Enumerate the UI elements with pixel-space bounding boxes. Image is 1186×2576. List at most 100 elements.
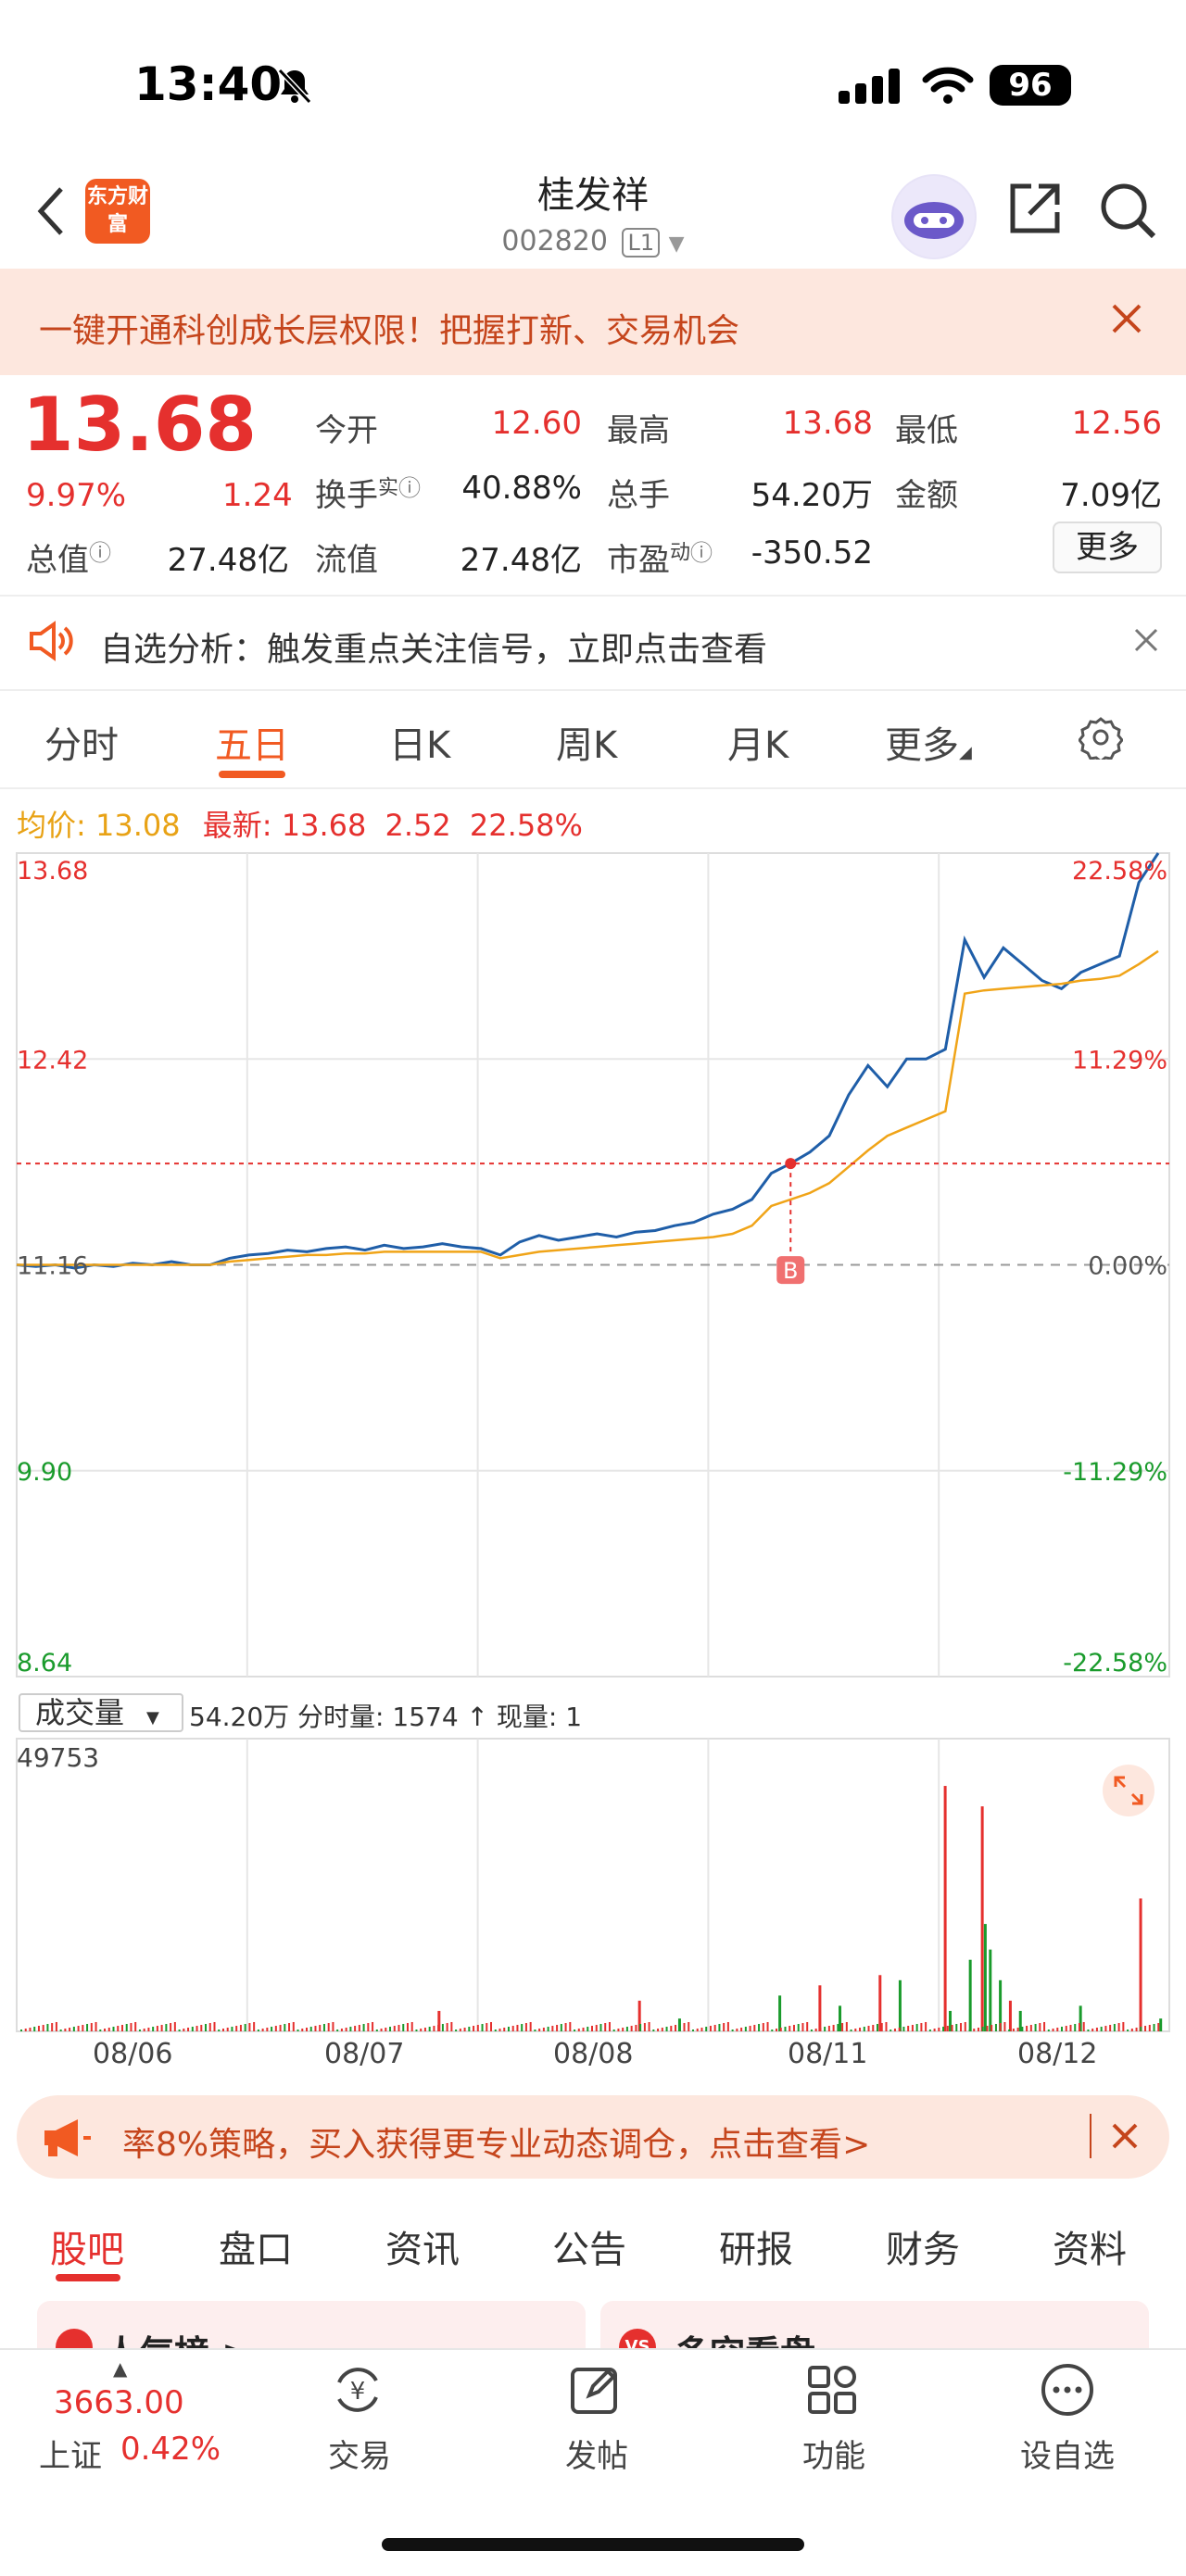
strategy-ad-banner[interactable]	[17, 2095, 1169, 2179]
strategy-ad-text[interactable]: 率8%策略，买入获得更专业动态调仓，点击查看>	[122, 2126, 871, 2164]
index-change[interactable]: 0.42%	[120, 2431, 221, 2468]
volume-bar	[1140, 2027, 1142, 2031]
volume-bar	[200, 2025, 203, 2031]
trade-icon[interactable]: ¥	[328, 2360, 387, 2423]
volume-bar	[221, 2029, 224, 2031]
close-icon[interactable]	[1110, 302, 1143, 339]
volume-bar	[120, 2025, 123, 2031]
turnover-label: 换手实ⓘ	[315, 475, 422, 514]
functions-icon[interactable]	[802, 2360, 862, 2423]
index-value[interactable]: 3663.00	[54, 2384, 184, 2421]
volume-bar	[797, 2024, 800, 2031]
tab-monthly-k[interactable]: 月K	[727, 724, 789, 767]
volume-bar	[723, 2023, 725, 2031]
tab-profile[interactable]: 资料	[1053, 2229, 1127, 2271]
signal-marker	[776, 1256, 805, 1285]
info-icon[interactable]: ⓘ	[398, 475, 422, 501]
tab-weekly-k[interactable]: 周K	[556, 724, 618, 767]
volume-bar	[51, 2023, 54, 2031]
price-chart[interactable]: B 13.68 12.42 11.16 9.90 8.64 22.58% 11.29% 0.0…	[0, 848, 1186, 1690]
post-icon[interactable]	[565, 2360, 625, 2423]
volume-bar	[59, 2029, 62, 2031]
volume-bar	[261, 2029, 264, 2031]
volume-bar	[130, 2023, 132, 2031]
tab-daily-k[interactable]: 日K	[389, 724, 451, 767]
volume-chart[interactable]: 49753	[0, 1737, 1186, 2033]
tab-more[interactable]: 更多◢	[885, 724, 972, 767]
settings-gear-icon[interactable]	[1078, 715, 1124, 763]
volume-bar	[1034, 2024, 1037, 2031]
stock-name: 桂发祥	[537, 174, 649, 217]
expand-icon[interactable]	[1103, 1765, 1154, 1816]
y-tick-left: 12.42	[17, 1046, 88, 1074]
volume-bar	[955, 2024, 958, 2031]
volume-bar	[213, 2022, 216, 2031]
volume-bar	[989, 1949, 992, 2031]
volume-bar	[678, 2024, 681, 2031]
volume-bar	[349, 2027, 352, 2031]
volume-bar	[968, 1959, 972, 2031]
total-value: 27.48亿	[167, 542, 289, 579]
close-icon[interactable]	[1110, 2121, 1140, 2155]
nav-trade[interactable]: 交易	[328, 2438, 391, 2475]
volume-bar	[928, 2029, 931, 2031]
divider	[1090, 2114, 1091, 2158]
promo-banner[interactable]	[0, 269, 1186, 375]
volume-bar	[946, 2026, 949, 2031]
volume-bar	[1021, 2027, 1024, 2031]
volume-bar	[529, 2022, 532, 2031]
promo-banner-text[interactable]: 一键开通科创成长层权限！把握打新、交易机会	[39, 312, 740, 350]
volume-bar	[907, 2026, 910, 2031]
add-watchlist-icon[interactable]	[1038, 2360, 1097, 2423]
tab-news[interactable]: 资讯	[385, 2229, 460, 2271]
volume-bar	[1100, 2027, 1103, 2031]
volume-bar	[612, 2029, 615, 2031]
volume-bar	[173, 2022, 176, 2031]
volume-bar	[784, 2027, 787, 2031]
tab-guba[interactable]: 股吧	[50, 2229, 124, 2271]
tab-intraday[interactable]: 分时	[44, 724, 119, 767]
tab-research[interactable]: 研报	[719, 2229, 793, 2271]
volume-bar	[999, 1979, 1003, 2031]
nav-functions[interactable]: 功能	[802, 2438, 865, 2475]
stock-code-row[interactable]: 002820 L1 ▼	[0, 225, 1186, 258]
info-icon[interactable]: ⓘ	[89, 540, 111, 566]
volume-indicator-select[interactable]: 成交量 ▼	[19, 1693, 183, 1732]
volume-bar	[1113, 2024, 1116, 2031]
volume-bar	[688, 2022, 690, 2031]
nav-post[interactable]: 发帖	[565, 2438, 628, 2475]
volume-bar	[827, 2026, 830, 2031]
volume-bar	[863, 2027, 865, 2031]
volume-bar	[437, 2025, 440, 2031]
back-icon[interactable]	[35, 185, 67, 241]
volume-bar	[507, 2027, 510, 2031]
volume-bar	[385, 2028, 387, 2031]
volume-bar	[476, 2025, 479, 2031]
tab-financials[interactable]: 财务	[886, 2229, 960, 2271]
volume-bar	[494, 2029, 497, 2031]
index-name[interactable]: 上证	[39, 2438, 102, 2475]
volume-bar	[675, 2025, 677, 2031]
volume-bar	[322, 2024, 325, 2031]
volume-bar	[64, 2029, 67, 2031]
volume-bar	[731, 2029, 734, 2031]
search-icon[interactable]	[1098, 181, 1157, 244]
volume-bar	[776, 2029, 778, 2031]
volume-bar	[271, 2027, 273, 2031]
y-tick-right: -11.29%	[1063, 1458, 1167, 1487]
volume-bar	[1139, 1898, 1142, 2031]
assistant-avatar-icon[interactable]	[891, 174, 977, 259]
volume-bar	[758, 2024, 761, 2031]
tab-pankou[interactable]: 盘口	[219, 2229, 293, 2271]
volume-bar	[1039, 2023, 1041, 2031]
volume-bar	[779, 2028, 782, 2031]
close-icon[interactable]	[1132, 626, 1160, 658]
alert-text[interactable]: 自选分析：触发重点关注信号，立即点击查看	[100, 631, 768, 669]
nav-add-watchlist[interactable]: 设自选	[1020, 2438, 1115, 2475]
tab-five-day[interactable]: 五日	[215, 724, 289, 767]
info-icon[interactable]: ⓘ	[690, 540, 713, 566]
tab-announcements[interactable]: 公告	[552, 2229, 626, 2271]
share-icon[interactable]	[1005, 181, 1063, 242]
volume-bar	[1095, 2028, 1098, 2031]
more-quote-button[interactable]: 更多	[1053, 521, 1162, 573]
